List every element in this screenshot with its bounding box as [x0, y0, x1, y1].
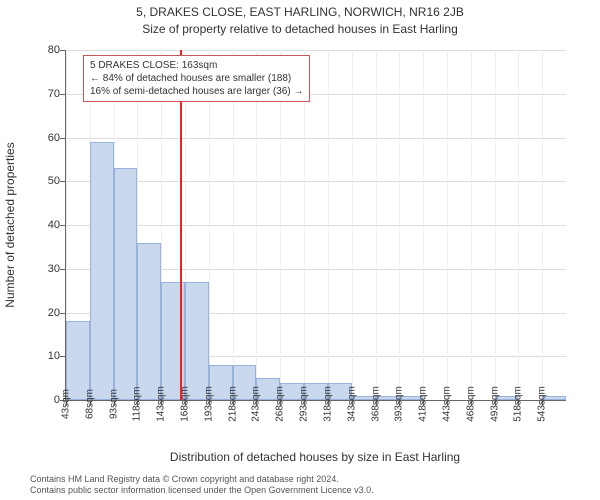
y-axis-label: Number of detached properties [3, 142, 17, 307]
x-tick-label: 418sqm [418, 386, 429, 422]
histogram-bar [114, 168, 138, 400]
x-tick-label: 193sqm [203, 386, 214, 422]
x-tick-label: 93sqm [108, 389, 119, 419]
footer-line1: Contains HM Land Registry data © Crown c… [30, 474, 374, 485]
histogram-bar [185, 282, 209, 400]
x-tick-label: 143sqm [156, 386, 167, 422]
y-tick-label: 80 [48, 44, 60, 56]
x-tick-label: 243sqm [251, 386, 262, 422]
gridline-v [352, 50, 353, 400]
y-tick-label: 60 [48, 132, 60, 144]
gridline-v [423, 50, 424, 400]
gridline-h [66, 50, 566, 51]
gridline-v [542, 50, 543, 400]
x-tick-label: 393sqm [394, 386, 405, 422]
plot-area: 0102030405060708043sqm68sqm93sqm118sqm14… [65, 50, 566, 401]
gridline-v [209, 50, 210, 400]
y-tick-label: 20 [48, 307, 60, 319]
x-tick-label: 43sqm [61, 389, 72, 419]
gridline-v [518, 50, 519, 400]
gridline-v [495, 50, 496, 400]
histogram-bar [137, 243, 161, 401]
y-tick-label: 10 [48, 350, 60, 362]
chart-container: 5, DRAKES CLOSE, EAST HARLING, NORWICH, … [0, 0, 600, 500]
annotation-line1: 5 DRAKES CLOSE: 163sqm [90, 59, 303, 72]
x-tick-label: 368sqm [370, 386, 381, 422]
x-tick-label: 293sqm [299, 386, 310, 422]
histogram-bar [90, 142, 114, 400]
gridline-v [328, 50, 329, 400]
x-tick-label: 518sqm [513, 386, 524, 422]
gridline-v [233, 50, 234, 400]
x-tick-label: 68sqm [84, 389, 95, 419]
x-tick-label: 468sqm [465, 386, 476, 422]
gridline-v [376, 50, 377, 400]
gridline-h [66, 138, 566, 139]
x-tick-label: 343sqm [346, 386, 357, 422]
gridline-h [66, 181, 566, 182]
x-tick-label: 318sqm [322, 386, 333, 422]
x-tick-label: 443sqm [441, 386, 452, 422]
x-tick-label: 268sqm [275, 386, 286, 422]
chart-supertitle: 5, DRAKES CLOSE, EAST HARLING, NORWICH, … [0, 5, 600, 19]
x-axis-label: Distribution of detached houses by size … [65, 450, 565, 464]
y-tick-label: 40 [48, 219, 60, 231]
footer-attribution: Contains HM Land Registry data © Crown c… [30, 474, 374, 496]
y-tick-label: 70 [48, 88, 60, 100]
gridline-h [66, 225, 566, 226]
x-tick-label: 493sqm [489, 386, 500, 422]
y-tick-label: 50 [48, 175, 60, 187]
x-tick-label: 118sqm [132, 387, 143, 422]
x-tick-label: 543sqm [537, 386, 548, 422]
gridline-v [304, 50, 305, 400]
marker-line [180, 50, 182, 400]
annotation-line3: 16% of semi-detached houses are larger (… [90, 85, 303, 98]
chart-title: Size of property relative to detached ho… [0, 22, 600, 36]
gridline-v [447, 50, 448, 400]
gridline-v [399, 50, 400, 400]
gridline-v [256, 50, 257, 400]
gridline-v [471, 50, 472, 400]
footer-line2: Contains public sector information licen… [30, 485, 374, 496]
annotation-box: 5 DRAKES CLOSE: 163sqm ← 84% of detached… [83, 55, 310, 102]
x-tick-label: 218sqm [227, 386, 238, 422]
annotation-line2: ← 84% of detached houses are smaller (18… [90, 72, 303, 85]
y-tick-label: 0 [54, 394, 60, 406]
y-tick-label: 30 [48, 263, 60, 275]
gridline-v [280, 50, 281, 400]
